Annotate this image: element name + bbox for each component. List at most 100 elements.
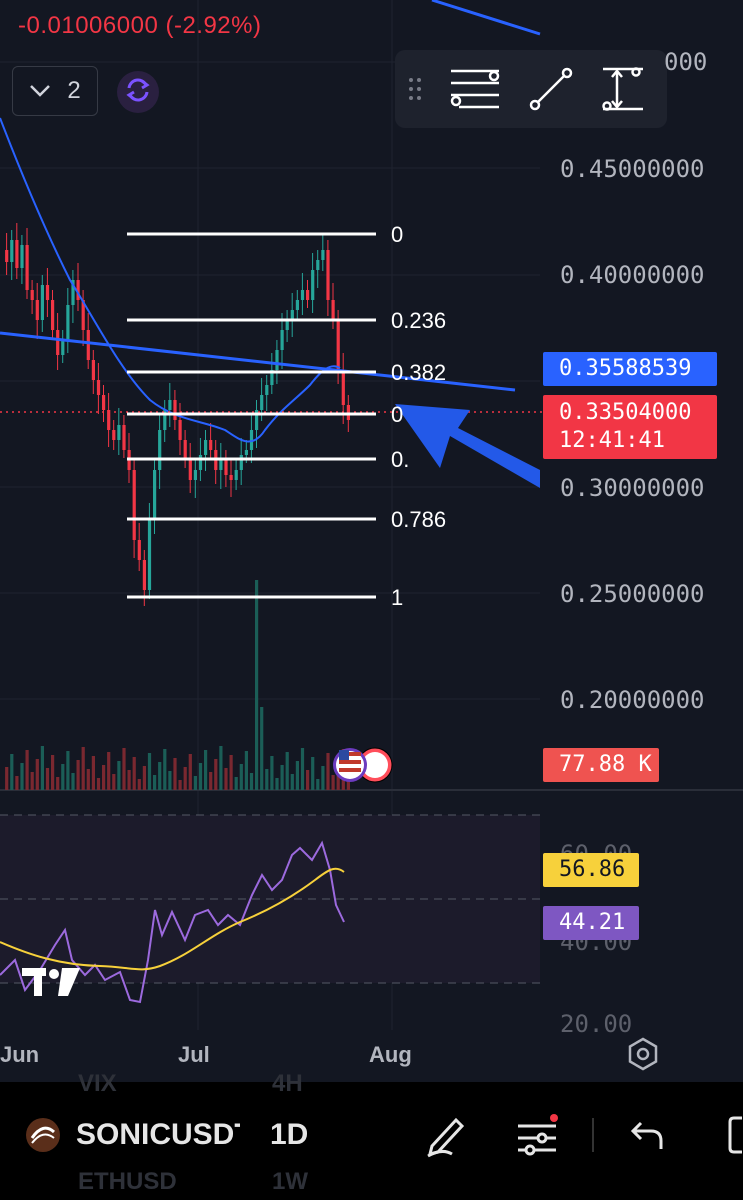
fib-retracement-icon[interactable] <box>435 58 515 120</box>
volume-bar <box>249 773 254 790</box>
volume-bar <box>142 766 146 790</box>
volume-bar <box>209 772 213 790</box>
sync-button[interactable] <box>117 71 159 113</box>
symbol-logo-icon <box>24 1116 62 1159</box>
volume-bar <box>255 580 259 790</box>
drag-handle-icon[interactable] <box>395 58 435 120</box>
rsi-line <box>0 840 345 1004</box>
undo-icon[interactable] <box>622 1110 672 1160</box>
price-axis-label: 0.30000000 <box>560 474 705 502</box>
candle <box>86 330 90 360</box>
candle <box>153 470 157 520</box>
candle <box>122 425 126 450</box>
volume-bar <box>153 775 157 790</box>
fib-level-label: 0 <box>391 402 404 427</box>
candle <box>137 540 141 560</box>
volume-bar <box>122 748 126 790</box>
candle <box>300 290 305 300</box>
candle <box>56 330 60 355</box>
chart-settings-icon[interactable] <box>625 1036 661 1077</box>
candle <box>142 560 146 590</box>
indicators-icon[interactable] <box>512 1110 562 1160</box>
volume-tag: 77.88 K <box>543 748 659 782</box>
candle <box>234 470 238 480</box>
arrow-annotation[interactable] <box>395 404 540 520</box>
rsi-axis-label: 20.00 <box>560 1010 633 1038</box>
candle <box>30 290 34 300</box>
ghost-symbol: ETHUSD <box>78 1168 177 1195</box>
interval-count-button[interactable]: 2 <box>12 66 98 116</box>
interval-count: 2 <box>67 77 81 104</box>
candle <box>168 400 172 410</box>
candle <box>132 470 136 540</box>
event-flags[interactable] <box>333 747 393 783</box>
candle <box>316 260 320 270</box>
trend-line-top[interactable] <box>431 0 541 36</box>
interval-button[interactable]: 1D <box>270 1118 309 1151</box>
volume-bar <box>147 753 152 790</box>
candle <box>117 425 121 440</box>
volume-bar <box>107 752 111 790</box>
candle <box>321 250 325 260</box>
volume-bar <box>193 776 197 790</box>
volume-bar <box>10 754 14 790</box>
candle <box>336 320 340 370</box>
candle <box>178 420 182 440</box>
candle <box>15 240 19 268</box>
price-chart[interactable] <box>0 0 743 1080</box>
volume-bar <box>20 763 24 790</box>
volume-bar <box>173 758 177 790</box>
candle <box>229 475 233 480</box>
candle <box>25 245 29 290</box>
candle <box>40 285 44 320</box>
volume-bar <box>168 771 172 790</box>
volume-bar <box>132 757 136 790</box>
candle <box>91 360 95 380</box>
candle <box>107 410 111 430</box>
candle <box>102 395 106 410</box>
volume-bar <box>224 768 228 790</box>
volume-bar <box>265 769 269 790</box>
candle <box>204 440 208 455</box>
volume-bar <box>285 752 289 790</box>
candle <box>51 300 55 330</box>
candle <box>311 270 315 300</box>
fullscreen-icon[interactable] <box>712 1110 743 1160</box>
volume-bar <box>137 779 141 790</box>
volume-bar <box>290 774 294 790</box>
ghost-interval: 1W <box>272 1168 308 1195</box>
trend-line[interactable] <box>0 331 516 392</box>
candle <box>96 380 101 395</box>
volume-bar <box>260 707 264 790</box>
volume-bar <box>40 746 44 790</box>
chevron-down-icon <box>29 77 51 105</box>
volume-bar <box>15 776 19 790</box>
sync-icon <box>123 75 153 110</box>
volume-bar <box>81 747 85 790</box>
candle <box>45 285 50 300</box>
candle <box>10 240 14 262</box>
candle <box>193 470 197 480</box>
volume-bar <box>30 772 34 790</box>
volume-bar <box>300 748 305 790</box>
symbol-search-button[interactable]: SONICUSDT <box>76 1118 240 1151</box>
candle <box>275 350 279 370</box>
fib-level-label: 0.236 <box>391 308 447 333</box>
volume-bar <box>51 755 55 790</box>
volume-bar <box>158 762 162 790</box>
drawing-tools-icon[interactable] <box>420 1110 470 1160</box>
volume-bar <box>91 756 95 790</box>
candle <box>147 520 152 590</box>
volume-bar <box>198 763 203 790</box>
candle <box>35 300 39 320</box>
volume-bar <box>127 770 131 790</box>
fib-retracement[interactable] <box>127 232 376 599</box>
candle <box>295 300 299 310</box>
price-change: -0.01006000 (-2.92%) <box>18 12 262 39</box>
candle <box>331 300 335 320</box>
rsi-ma-line <box>0 867 345 971</box>
volume-bar <box>96 778 101 790</box>
trend-line-icon[interactable] <box>515 58 587 120</box>
price-range-icon[interactable] <box>587 58 659 120</box>
volume-bar <box>214 759 218 790</box>
